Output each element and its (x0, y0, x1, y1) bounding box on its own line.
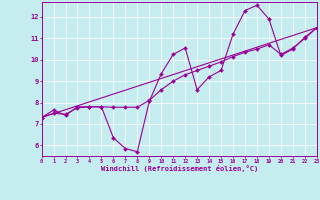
X-axis label: Windchill (Refroidissement éolien,°C): Windchill (Refroidissement éolien,°C) (100, 165, 258, 172)
